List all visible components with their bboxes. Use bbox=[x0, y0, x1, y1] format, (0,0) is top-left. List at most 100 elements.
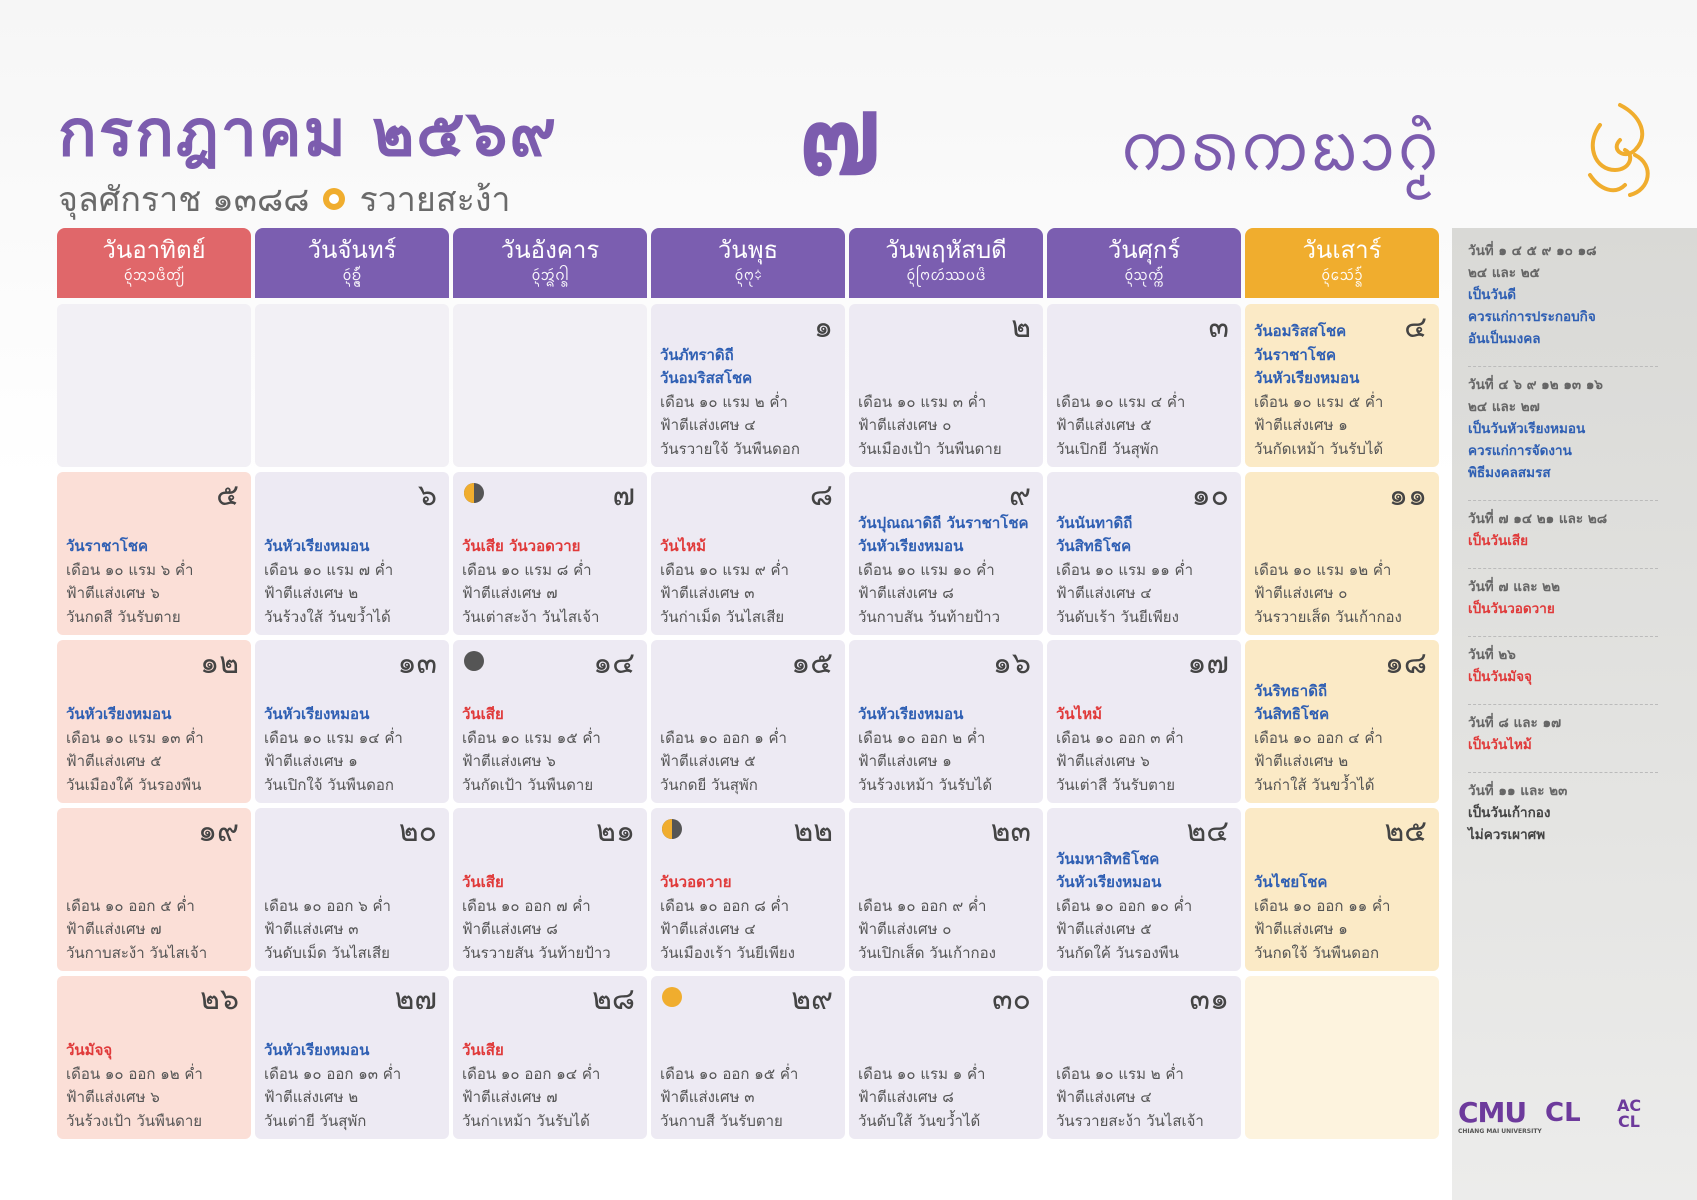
lunar-date: เดือน ๑๐ ออก ๒ ค่ำ bbox=[858, 728, 986, 747]
cell-text: วันริทธาดิถี วันสิทธิโชค เดือน ๑๐ ออก ๔ ค่… bbox=[1254, 680, 1435, 798]
legend-days: ๒๔ และ ๒๕ bbox=[1468, 265, 1540, 281]
legend-days: วันที่ ๒๖ bbox=[1468, 647, 1516, 663]
day-names: วันรวายสะง้า วันไสเจ้า bbox=[1056, 1111, 1204, 1130]
day-cell: ๒๙ เดือน ๑๐ ออก ๑๕ ค่ำ ฟ้าตีแส่งเศษ ๓วันกา… bbox=[651, 976, 845, 1139]
event: วันปุณณาดิถี วันราชาโชค bbox=[858, 513, 1029, 532]
day-number: ๑๓ bbox=[397, 646, 437, 681]
year-name: รวายสะง้า bbox=[359, 180, 511, 220]
day-number: ๓ bbox=[1208, 310, 1229, 345]
lunar-date: เดือน ๑๐ แรม ๑๓ ค่ำ bbox=[66, 728, 204, 747]
day-names: วันดับเร้า วันยีเพียง bbox=[1056, 607, 1179, 626]
empty-cell bbox=[255, 304, 449, 467]
day-number: ๒๓ bbox=[990, 814, 1031, 849]
weekday-header: วันอังคาร ᩅᩢ᩠ᨶᩋᩢ᩠ᨦᨣᩤ᩠ᩁ bbox=[453, 228, 647, 298]
event: วันหัวเรียงหมอน bbox=[264, 537, 370, 555]
day-number: ๒๘ bbox=[592, 982, 635, 1017]
day-names: วันรวายใจ้ วันพืนดอก bbox=[660, 439, 800, 458]
weekday-lanna: ᩅᩢ᩠ᨶᩋᩢ᩠ᨦᨣᩤ᩠ᩁ bbox=[531, 266, 569, 284]
logo-accl: AC CL bbox=[1616, 1096, 1642, 1131]
legend-note: เป็นวันหัวเรียงหมอน bbox=[1468, 421, 1586, 437]
day-number: ๑๑ bbox=[1388, 478, 1427, 513]
lunar-date: เดือน ๑๐ แรม ๒ ค่ำ bbox=[660, 392, 788, 411]
day-names: วันกาบสะง้า วันไสเจ้า bbox=[66, 943, 208, 962]
month-number: ๗ bbox=[798, 71, 882, 199]
day-cell: ๒๓ เดือน ๑๐ ออก ๙ ค่ำ ฟ้าตีแส่งเศษ ๐วันเปิ… bbox=[849, 808, 1043, 971]
day-names: วันกัดเหม้า วันรับได้ bbox=[1254, 439, 1384, 458]
legend-note: เป็นวันเก้ากอง bbox=[1468, 805, 1551, 821]
legend-item: วันที่ ๗ ๑๔ ๒๑ และ ๒๘ เป็นวันเสีย bbox=[1468, 508, 1658, 552]
remainder: ฟ้าตีแส่งเศษ ๕ bbox=[1056, 920, 1152, 938]
remainder: ฟ้าตีแส่งเศษ ๓ bbox=[264, 920, 359, 938]
legend-days: วันที่ ๑๑ และ ๒๓ bbox=[1468, 783, 1568, 799]
lunar-date: เดือน ๑๐ แรม ๔ ค่ำ bbox=[1056, 392, 1186, 411]
cell-text: วันปุณณาดิถี วันราชาโชค วันหัวเรียงหมอน เด… bbox=[858, 512, 1039, 630]
legend-days: วันที่ ๔ ๖ ๙ ๑๒ ๑๓ ๑๖ bbox=[1468, 377, 1603, 393]
event: วันหัวเรียงหมอน bbox=[1254, 369, 1360, 387]
remainder: ฟ้าตีแส่งเศษ ๘ bbox=[858, 1088, 954, 1106]
weekday-name: วันเสาร์ bbox=[1302, 236, 1382, 264]
day-cell: ๒๕ วันไชยโชค เดือน ๑๐ ออก ๑๑ ค่ำ ฟ้าตีแส่งเ… bbox=[1245, 808, 1439, 971]
remainder: ฟ้าตีแส่งเศษ ๓ bbox=[660, 584, 755, 602]
cell-text: เดือน ๑๐ แรม ๒ ค่ำ ฟ้าตีแส่งเศษ ๔วันรวายส… bbox=[1056, 1063, 1237, 1134]
legend-days: วันที่ ๗ ๑๔ ๒๑ และ ๒๘ bbox=[1468, 511, 1608, 527]
day-number: ๒ bbox=[1011, 310, 1031, 345]
lunar-date: เดือน ๑๐ ออก ๑ ค่ำ bbox=[660, 728, 787, 747]
separator bbox=[1468, 704, 1658, 705]
cell-text: วันอมริสสโชค วันราชาโชค วันหัวเรียงหมอน เดื… bbox=[1254, 320, 1435, 461]
moon-phase bbox=[464, 651, 484, 671]
day-cell: ๓๑ เดือน ๑๐ แรม ๒ ค่ำ ฟ้าตีแส่งเศษ ๔วันรวา… bbox=[1047, 976, 1241, 1139]
remainder: ฟ้าตีแส่งเศษ ๓ bbox=[660, 1088, 755, 1106]
day-cell: ๑๗ วันไหม้ เดือน ๑๐ ออก ๓ ค่ำ ฟ้าตีแส่งเศษ … bbox=[1047, 640, 1241, 803]
day-cell: ๒๔ วันมหาสิทธิโชค วันหัวเรียงหมอน เดือน ๑๐ … bbox=[1047, 808, 1241, 971]
day-cell: ๑๔ วันเสีย เดือน ๑๐ แรม ๑๕ ค่ำ ฟ้าตีแส่งเศษ… bbox=[453, 640, 647, 803]
day-names: วันรวายสัน วันท้ายป้าว bbox=[462, 943, 611, 962]
day-number: ๑๖ bbox=[992, 646, 1031, 681]
day-names: วันรวายเส็ด วันเก้ากอง bbox=[1254, 607, 1402, 626]
day-cell: ๔วันอมริสสโชค วันราชาโชค วันหัวเรียงหมอน เด… bbox=[1245, 304, 1439, 467]
event: วันเสีย bbox=[462, 873, 504, 891]
cell-text: วันหัวเรียงหมอน เดือน ๑๐ ออก ๒ ค่ำ ฟ้าตีแส… bbox=[858, 703, 1039, 797]
lunar-date: เดือน ๑๐ ออก ๑๔ ค่ำ bbox=[462, 1064, 601, 1083]
event: วันวอดวาย bbox=[660, 873, 732, 891]
remainder: ฟ้าตีแส่งเศษ ๔ bbox=[660, 920, 756, 938]
moon-phase bbox=[662, 819, 682, 839]
cell-text: วันเสีย เดือน ๑๐ แรม ๑๕ ค่ำ ฟ้าตีแส่งเศษ ๖… bbox=[462, 703, 643, 797]
cell-text: เดือน ๑๐ ออก ๖ ค่ำ ฟ้าตีแส่งเศษ ๓วันดับเม… bbox=[264, 895, 445, 966]
weekday-name: วันอาทิตย์ bbox=[102, 236, 206, 264]
day-number: ๒๔ bbox=[1186, 814, 1229, 849]
day-cell: ๑๓ วันหัวเรียงหมอน เดือน ๑๐ แรม ๑๔ ค่ำ ฟ้าต… bbox=[255, 640, 449, 803]
day-cell: ๗วันเสีย วันวอดวาย เดือน ๑๐ แรม ๘ ค่ำ ฟ้าต… bbox=[453, 472, 647, 635]
cell-text: วันเสีย วันวอดวาย เดือน ๑๐ แรม ๘ ค่ำ ฟ้าตี… bbox=[462, 535, 643, 629]
remainder: ฟ้าตีแส่งเศษ ๗ bbox=[462, 584, 558, 602]
day-names: วันเปิกยี วันสุพัก bbox=[1056, 439, 1159, 458]
day-number: ๑๗ bbox=[1187, 646, 1229, 681]
lunar-date: เดือน ๑๐ ออก ๓ ค่ำ bbox=[1056, 728, 1184, 747]
legend-days: วันที่ ๘ และ ๑๗ bbox=[1468, 715, 1562, 731]
remainder: ฟ้าตีแส่งเศษ ๕ bbox=[66, 752, 162, 770]
legend-item: วันที่ ๒๖ เป็นวันมัจจุ bbox=[1468, 644, 1658, 688]
day-cell: ๑๐ วันนันทาดิถี วันสิทธิโชค เดือน ๑๐ แรม ๑๑… bbox=[1047, 472, 1241, 635]
cell-text: เดือน ๑๐ แรม ๓ ค่ำ ฟ้าตีแส่งเศษ ๐วันเมือง… bbox=[858, 391, 1039, 462]
legend-item: วันที่ ๘ และ ๑๗ เป็นวันไหม้ bbox=[1468, 712, 1658, 756]
remainder: ฟ้าตีแส่งเศษ ๘ bbox=[858, 584, 954, 602]
lunar-date: เดือน ๑๐ แรม ๗ ค่ำ bbox=[264, 560, 394, 579]
day-number: ๘ bbox=[809, 478, 833, 513]
lunar-date: เดือน ๑๐ แรม ๖ ค่ำ bbox=[66, 560, 194, 579]
cell-text: วันไหม้ เดือน ๑๐ ออก ๓ ค่ำ ฟ้าตีแส่งเศษ ๖ว… bbox=[1056, 703, 1237, 797]
day-cell: ๒๑ วันเสีย เดือน ๑๐ ออก ๗ ค่ำ ฟ้าตีแส่งเศษ … bbox=[453, 808, 647, 971]
cell-text: เดือน ๑๐ แรม ๑๒ ค่ำ ฟ้าตีแส่งเศษ ๐วันรวาย… bbox=[1254, 559, 1435, 630]
day-cell: ๓เดือน ๑๐ แรม ๔ ค่ำ ฟ้าตีแส่งเศษ ๕วันเปิก… bbox=[1047, 304, 1241, 467]
day-names: วันเปิกใจ้ วันพืนดอก bbox=[264, 775, 394, 794]
day-number: ๓๐ bbox=[992, 982, 1031, 1017]
lunar-date: เดือน ๑๐ แรม ๘ ค่ำ bbox=[462, 560, 592, 579]
remainder: ฟ้าตีแส่งเศษ ๖ bbox=[1056, 752, 1150, 770]
day-number: ๕ bbox=[216, 478, 239, 513]
legend-note: พิธีมงคลสมรส bbox=[1468, 465, 1551, 481]
event: วันสิทธิโชค bbox=[1056, 537, 1132, 555]
legend-note: อันเป็นมงคล bbox=[1468, 331, 1541, 347]
day-number: ๑๕ bbox=[791, 646, 833, 681]
day-cell: ๑๘ วันริทธาดิถี วันสิทธิโชค เดือน ๑๐ ออก ๔ … bbox=[1245, 640, 1439, 803]
day-cell: ๑๙ เดือน ๑๐ ออก ๕ ค่ำ ฟ้าตีแส่งเศษ ๗วันกาบ… bbox=[57, 808, 251, 971]
day-names: วันเมืองเร้า วันยีเพียง bbox=[660, 943, 795, 962]
